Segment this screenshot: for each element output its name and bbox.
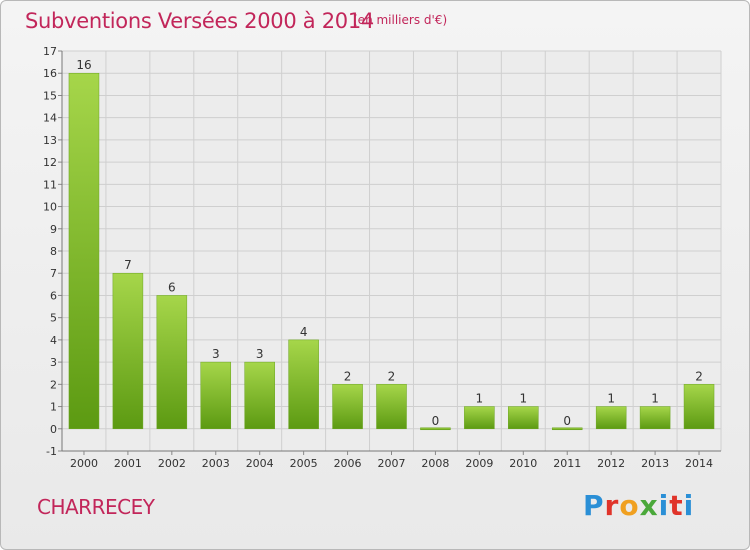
- x-tick-label: 2014: [685, 457, 713, 470]
- x-tick-label: 2000: [70, 457, 98, 470]
- x-tick-label: 2009: [465, 457, 493, 470]
- bar-value-label: 0: [432, 414, 440, 428]
- bar: [244, 361, 275, 430]
- x-tick-label: 2001: [114, 457, 142, 470]
- bar: [420, 427, 451, 431]
- bar-value-label: 0: [563, 414, 571, 428]
- logo-letter: o: [619, 489, 640, 522]
- x-tick-label: 2006: [334, 457, 362, 470]
- x-tick-label: 2005: [290, 457, 318, 470]
- y-tick-label: 6: [50, 289, 57, 302]
- bar: [156, 295, 188, 430]
- bar: [68, 72, 100, 430]
- logo-letter: P: [583, 489, 605, 522]
- bar: [683, 384, 715, 430]
- bar-value-label: 3: [256, 347, 264, 361]
- chart-title: Subventions Versées 2000 à 2014: [25, 9, 374, 33]
- bar: [508, 406, 539, 430]
- bar-value-label: 1: [476, 392, 484, 406]
- bar: [376, 384, 407, 430]
- y-tick-label: 0: [50, 423, 57, 436]
- commune-name: CHARRECEY: [37, 495, 155, 519]
- x-tick-label: 2013: [641, 457, 669, 470]
- y-tick-label: 13: [43, 134, 57, 147]
- logo-letter: r: [604, 489, 620, 522]
- y-tick-label: 15: [43, 89, 57, 102]
- bar: [332, 384, 363, 430]
- bar-value-label: 1: [519, 392, 527, 406]
- y-tick-label: -1: [46, 445, 57, 458]
- bar: [112, 272, 144, 430]
- y-tick-label: 11: [43, 178, 57, 191]
- bar: [639, 406, 671, 430]
- y-tick-label: 14: [43, 112, 57, 125]
- logo-letter: i: [658, 489, 670, 522]
- bar-value-label: 7: [124, 258, 132, 272]
- bar-value-label: 2: [695, 369, 703, 383]
- bar-value-label: 2: [344, 369, 352, 383]
- proxiti-logo: Proxiti: [583, 489, 694, 522]
- y-tick-label: 16: [43, 67, 57, 80]
- x-tick-label: 2008: [421, 457, 449, 470]
- y-tick-label: 5: [50, 312, 57, 325]
- bar-value-label: 4: [300, 325, 308, 339]
- x-tick-label: 2004: [246, 457, 274, 470]
- bar: [288, 339, 319, 430]
- bar-value-label: 3: [212, 347, 220, 361]
- bar-value-label: 1: [607, 392, 615, 406]
- y-tick-label: 3: [50, 356, 57, 369]
- bar: [464, 406, 495, 430]
- y-tick-label: 9: [50, 223, 57, 236]
- x-tick-label: 2007: [378, 457, 406, 470]
- y-tick-label: 10: [43, 201, 57, 214]
- bar: [551, 427, 583, 431]
- bar-value-label: 2: [388, 369, 396, 383]
- y-tick-label: 4: [50, 334, 57, 347]
- bar-value-label: 1: [651, 392, 659, 406]
- logo-letter: x: [639, 489, 659, 522]
- y-tick-label: 8: [50, 245, 57, 258]
- y-tick-label: 17: [43, 45, 57, 58]
- y-tick-label: 1: [50, 401, 57, 414]
- bar-value-label: 6: [168, 280, 176, 294]
- x-tick-label: 2012: [597, 457, 625, 470]
- logo-letter: t: [669, 489, 684, 522]
- bar-value-label: 16: [76, 58, 91, 72]
- bar: [595, 406, 627, 430]
- x-tick-label: 2010: [509, 457, 537, 470]
- y-tick-label: 2: [50, 378, 57, 391]
- y-tick-label: 7: [50, 267, 57, 280]
- chart-subtitle: (en milliers d'€): [353, 13, 448, 27]
- bar: [200, 361, 232, 430]
- x-tick-label: 2011: [553, 457, 581, 470]
- y-tick-label: 12: [43, 156, 57, 169]
- x-tick-label: 2003: [202, 457, 230, 470]
- logo-letter: i: [683, 489, 695, 522]
- x-tick-label: 2002: [158, 457, 186, 470]
